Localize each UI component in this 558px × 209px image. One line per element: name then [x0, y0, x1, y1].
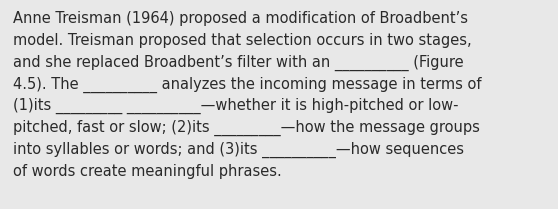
Text: model. Treisman proposed that selection occurs in two stages,: model. Treisman proposed that selection … [13, 33, 472, 48]
Text: of words create meaningful phrases.: of words create meaningful phrases. [13, 164, 282, 179]
Text: into syllables or words; and (3)its __________—how sequences: into syllables or words; and (3)its ____… [13, 142, 464, 158]
Text: pitched, fast or slow; (2)its _________—how the message groups: pitched, fast or slow; (2)its _________—… [13, 120, 480, 136]
Text: (1)its _________ __________—whether it is high-pitched or low-: (1)its _________ __________—whether it i… [13, 98, 459, 114]
Text: and she replaced Broadbent’s filter with an __________ (Figure: and she replaced Broadbent’s filter with… [13, 55, 464, 71]
Text: 4.5). The __________ analyzes the incoming message in terms of: 4.5). The __________ analyzes the incomi… [13, 76, 482, 93]
Text: Anne Treisman (1964) proposed a modification of Broadbent’s: Anne Treisman (1964) proposed a modifica… [13, 11, 468, 26]
